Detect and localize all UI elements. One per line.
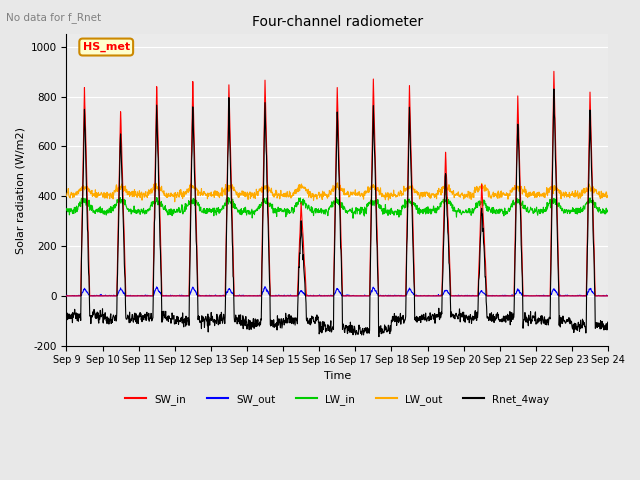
X-axis label: Time: Time [324, 371, 351, 381]
Legend: SW_in, SW_out, LW_in, LW_out, Rnet_4way: SW_in, SW_out, LW_in, LW_out, Rnet_4way [121, 390, 554, 409]
Text: No data for f_Rnet: No data for f_Rnet [6, 12, 102, 23]
Text: HS_met: HS_met [83, 42, 130, 52]
Title: Four-channel radiometer: Four-channel radiometer [252, 15, 423, 29]
Y-axis label: Solar radiation (W/m2): Solar radiation (W/m2) [15, 127, 25, 253]
